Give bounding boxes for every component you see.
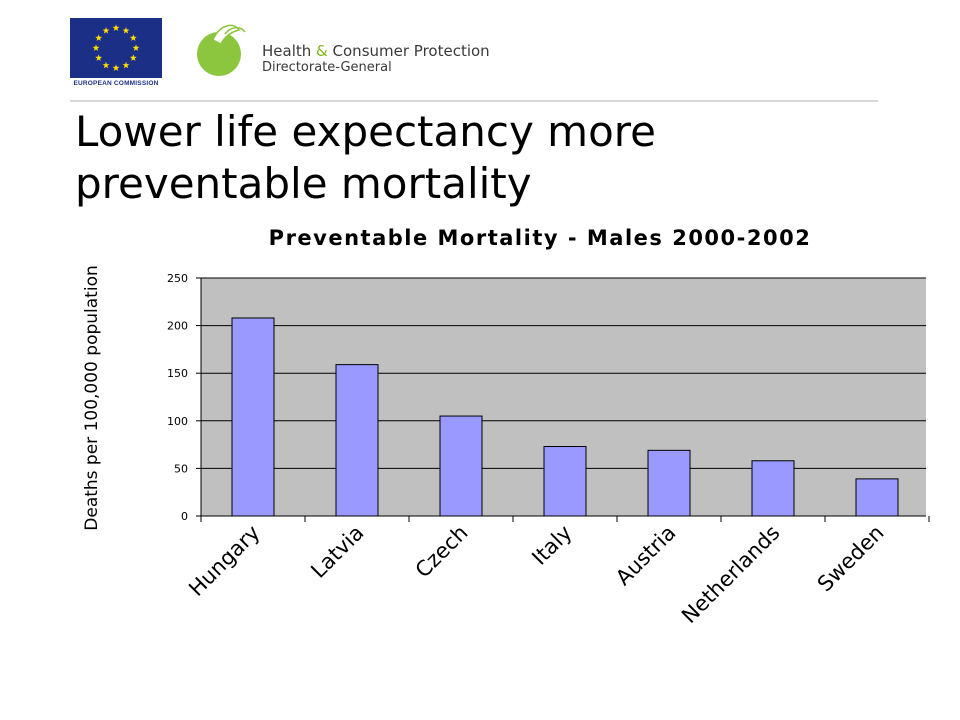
bar-sweden [855, 478, 899, 517]
eu-flag-logo [70, 18, 162, 78]
eu-star-icon [102, 27, 110, 34]
x-tick-label: Latvia [306, 521, 368, 583]
x-tick-labels: Hungary Latvia Czech Italy AustriaNetherland… [184, 521, 888, 628]
header-logos: EUROPEAN COMMISSION Health & Consumer Pr… [0, 0, 960, 100]
bar-netherlands [751, 460, 795, 517]
dg-name-consumer: Consumer Protection [332, 42, 490, 60]
x-tick-label: Italy [527, 521, 576, 570]
eu-star-icon [112, 24, 120, 31]
eu-star-icon [112, 64, 120, 71]
y-tick-labels: 0 50 100 150 200 250 [167, 272, 188, 523]
y-tick-label: 200 [167, 320, 188, 333]
chart-title: Preventable Mortality - Males 2000-2002 [269, 226, 812, 250]
x-tick-label: Hungary [184, 521, 264, 601]
dg-name-health: Health [262, 42, 312, 60]
bar-czech [439, 415, 483, 517]
x-tick-label: Netherlands [677, 521, 784, 628]
eu-star-icon [95, 54, 103, 61]
eu-star-icon [129, 54, 137, 61]
header-divider [70, 100, 878, 102]
bar-italy [543, 446, 587, 517]
eu-caption: EUROPEAN COMMISSION [73, 80, 159, 87]
dg-name-line1: Health & Consumer Protection [262, 42, 490, 60]
y-tick-label: 250 [167, 272, 188, 285]
bar-latvia [335, 364, 379, 517]
y-tick-label: 0 [181, 510, 188, 523]
bar-austria [647, 449, 691, 517]
y-tick-label: 100 [167, 415, 188, 428]
eu-star-icon [102, 61, 110, 69]
eu-star-icon [122, 27, 130, 34]
dg-sanco-logo [197, 24, 246, 76]
bar-hungary [231, 317, 275, 517]
slide-title: Lower life expectancy more preventable m… [75, 107, 656, 208]
x-tick-label: Austria [611, 521, 680, 590]
bars [231, 317, 899, 517]
eu-star-icon [132, 44, 140, 51]
dg-name-line2: Directorate-General [262, 60, 392, 75]
y-axis-label: Deaths per 100,000 population [82, 265, 102, 530]
y-tick-label: 150 [167, 367, 188, 380]
eu-star-icon [92, 44, 100, 51]
x-tick-label: Sweden [813, 521, 889, 597]
x-tick-label: Czech [411, 521, 473, 583]
eu-star-icon [129, 34, 137, 41]
y-tick-label: 50 [174, 462, 188, 475]
bar-chart: Preventable Mortality - Males 2000-2002 … [82, 226, 930, 628]
dg-name-amp: & [316, 42, 328, 60]
eu-star-icon [95, 34, 103, 41]
axes [196, 277, 930, 522]
gridlines [201, 277, 926, 469]
eu-star-icon [122, 61, 130, 69]
